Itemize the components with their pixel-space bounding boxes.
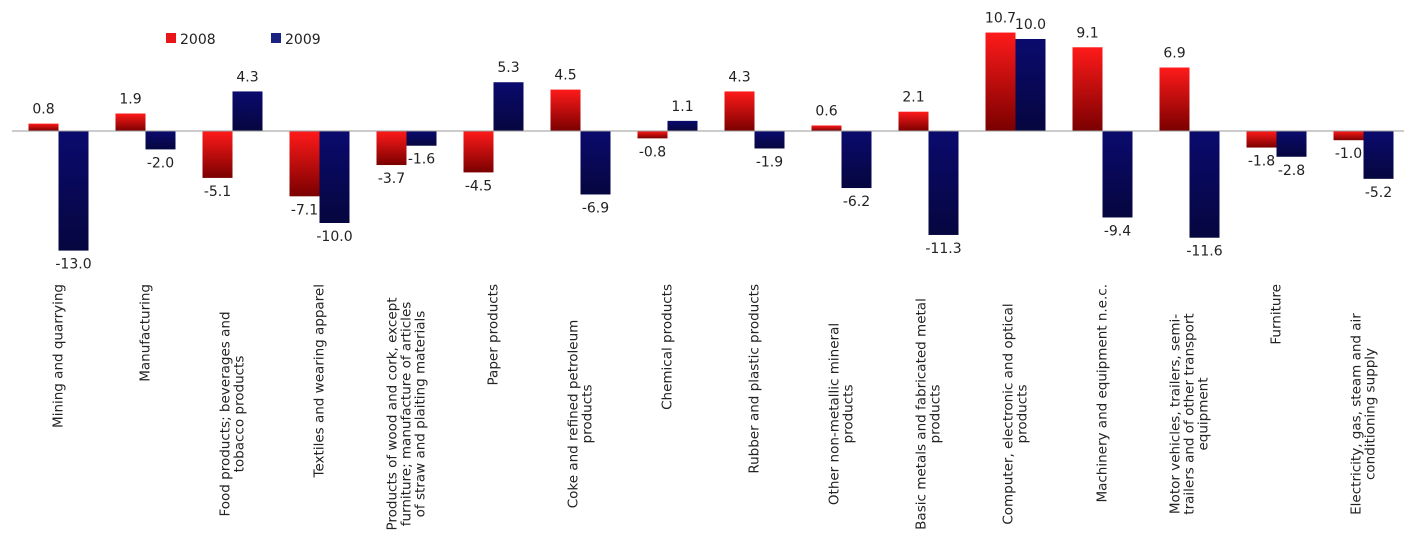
value-label-2008-1: 1.9 bbox=[119, 92, 141, 108]
value-label-2008-0: 0.8 bbox=[32, 102, 54, 118]
bar-2008-1 bbox=[115, 113, 146, 131]
bar-2008-3 bbox=[289, 131, 320, 197]
value-label-2008-13: 6.9 bbox=[1163, 46, 1185, 62]
category-label-2: Food products; beverages andtobacco prod… bbox=[218, 311, 248, 516]
category-label-7: Chemical products bbox=[660, 284, 676, 410]
value-label-2009-9: -6.2 bbox=[843, 194, 870, 210]
bar-2009-0 bbox=[58, 131, 89, 251]
category-label-3: Textiles and wearing apparel bbox=[312, 284, 328, 478]
legend-label-2008: 2008 bbox=[180, 32, 216, 48]
bar-2008-12 bbox=[1072, 47, 1103, 131]
value-label-2008-12: 9.1 bbox=[1076, 25, 1098, 41]
value-label-2009-11: 10.0 bbox=[1015, 17, 1046, 33]
bar-2009-14 bbox=[1276, 131, 1307, 157]
value-label-2008-5: -4.5 bbox=[465, 178, 492, 194]
category-label-12: Machinery and equipment n.e.c. bbox=[1095, 284, 1111, 503]
category-label-1: Manufacturing bbox=[138, 284, 154, 382]
bar-2009-9 bbox=[841, 131, 872, 189]
bar-2008-4 bbox=[376, 131, 407, 166]
bar-2008-2 bbox=[202, 131, 233, 178]
category-label-6: Coke and refined petroleumproducts bbox=[566, 320, 596, 509]
bar-2009-1 bbox=[145, 131, 176, 150]
value-label-2009-15: -5.2 bbox=[1365, 185, 1392, 201]
bar-2009-8 bbox=[754, 131, 785, 149]
category-label-4: Products of wood and cork, exceptfurnitu… bbox=[385, 297, 429, 530]
value-label-2009-7: 1.1 bbox=[671, 99, 693, 115]
bar-2008-9 bbox=[811, 125, 842, 131]
bar-2008-8 bbox=[724, 91, 755, 131]
bar-2008-15 bbox=[1333, 131, 1364, 141]
value-label-2009-2: 4.3 bbox=[236, 69, 258, 85]
category-label-15: Electricity, gas, steam and aircondition… bbox=[1349, 313, 1379, 515]
bars-group bbox=[28, 32, 1394, 251]
category-label-0: Mining and quarrying bbox=[51, 284, 67, 428]
value-label-2009-4: -1.6 bbox=[408, 152, 435, 168]
bar-2009-12 bbox=[1102, 131, 1133, 218]
legend-label-2009: 2009 bbox=[285, 32, 321, 48]
bar-2009-4 bbox=[406, 131, 437, 146]
value-label-2009-12: -9.4 bbox=[1104, 223, 1131, 239]
bar-2009-11 bbox=[1015, 39, 1046, 131]
value-label-2009-5: 5.3 bbox=[497, 60, 519, 76]
value-label-2009-8: -1.9 bbox=[756, 154, 783, 170]
bar-2009-15 bbox=[1363, 131, 1394, 179]
bar-2009-7 bbox=[667, 120, 698, 131]
value-label-2008-8: 4.3 bbox=[728, 69, 750, 85]
value-label-2008-4: -3.7 bbox=[378, 171, 405, 187]
value-label-2009-13: -11.6 bbox=[1186, 244, 1222, 260]
legend: 2008 2009 bbox=[166, 32, 321, 48]
legend-swatch-2008 bbox=[166, 33, 176, 43]
bar-2008-5 bbox=[463, 131, 494, 173]
bar-2008-11 bbox=[985, 32, 1016, 132]
value-label-2009-6: -6.9 bbox=[582, 200, 609, 216]
bar-2008-0 bbox=[28, 123, 59, 131]
value-label-2008-10: 2.1 bbox=[902, 90, 924, 106]
bar-2009-13 bbox=[1189, 131, 1220, 238]
bar-2009-2 bbox=[232, 91, 263, 131]
value-label-2008-2: -5.1 bbox=[204, 184, 231, 200]
value-label-2008-15: -1.0 bbox=[1335, 146, 1362, 162]
value-label-2008-14: -1.8 bbox=[1248, 154, 1275, 170]
value-label-2008-11: 10.7 bbox=[985, 11, 1016, 27]
category-label-14: Furniture bbox=[1269, 284, 1285, 345]
value-label-2008-3: -7.1 bbox=[291, 202, 318, 218]
bar-2009-10 bbox=[928, 131, 959, 235]
category-label-11: Computer, electronic and opticalproducts bbox=[1001, 303, 1031, 524]
value-labels-group: 0.8 -13.0 1.9 -2.0 -5.1 4.3 -7.1 -10.0 -3.7-1.6 -… bbox=[32, 11, 1392, 273]
value-label-2008-7: -0.8 bbox=[639, 144, 666, 160]
category-label-13: Motor vehicles, trailers, semi-trailers … bbox=[1168, 313, 1212, 514]
bar-2009-5 bbox=[493, 82, 524, 131]
value-label-2008-9: 0.6 bbox=[815, 103, 837, 119]
value-label-2009-1: -2.0 bbox=[147, 155, 174, 171]
value-label-2008-6: 4.5 bbox=[554, 68, 576, 84]
legend-swatch-2009 bbox=[271, 33, 281, 43]
bar-2008-6 bbox=[550, 89, 581, 131]
value-label-2009-10: -11.3 bbox=[925, 241, 961, 257]
bar-2008-14 bbox=[1246, 131, 1277, 148]
value-label-2009-3: -10.0 bbox=[316, 229, 352, 245]
category-label-10: Basic metals and fabricated metalproduct… bbox=[914, 298, 944, 530]
bar-2008-13 bbox=[1159, 67, 1190, 131]
bar-2008-7 bbox=[637, 131, 668, 139]
bar-2008-10 bbox=[898, 111, 929, 131]
category-label-9: Other non-metallic mineralproducts bbox=[827, 323, 857, 505]
category-labels-group: Mining and quarrying Manufacturing Food pr… bbox=[51, 284, 1379, 531]
category-label-5: Paper products bbox=[486, 284, 502, 385]
bar-2009-3 bbox=[319, 131, 350, 223]
category-label-8: Rubber and plastic products bbox=[747, 284, 763, 474]
bar-2009-6 bbox=[580, 131, 611, 195]
value-label-2009-0: -13.0 bbox=[55, 257, 91, 273]
value-label-2009-14: -2.8 bbox=[1278, 163, 1305, 179]
